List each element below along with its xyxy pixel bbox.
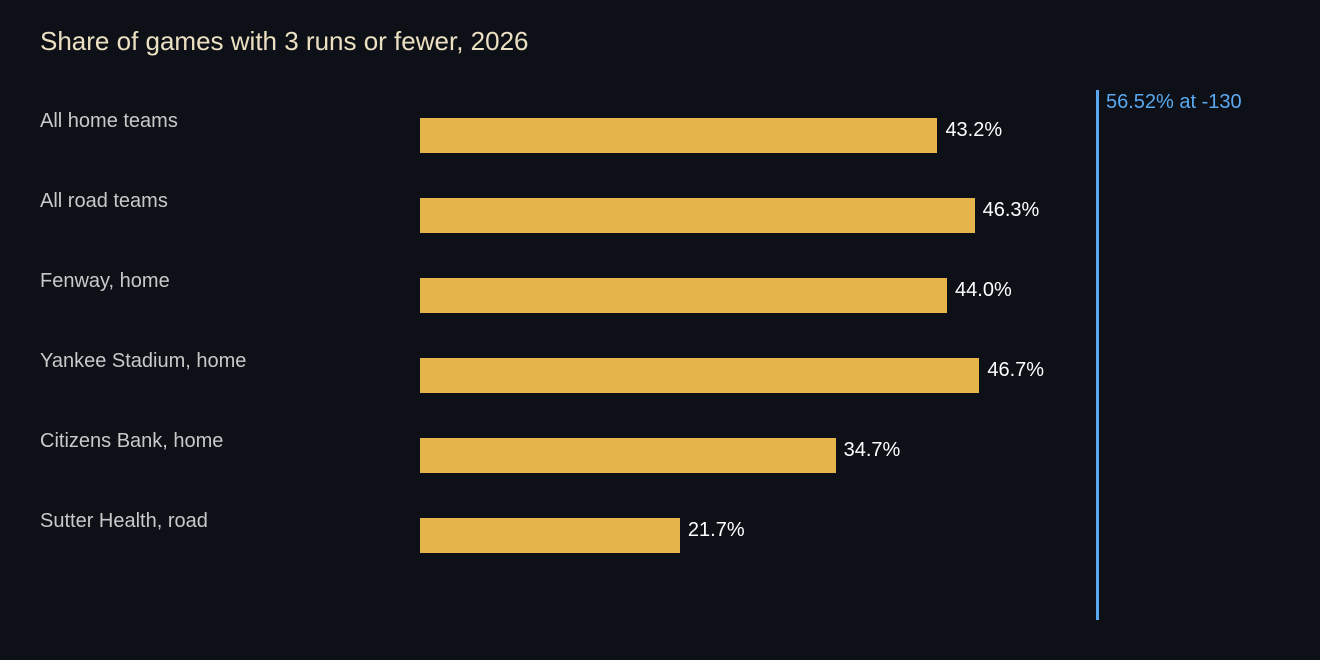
bar [420, 438, 836, 473]
bar [420, 358, 980, 393]
category-label: Sutter Health, road [40, 510, 208, 532]
bar [420, 118, 938, 153]
value-label: 46.3% [982, 199, 1040, 221]
category-label: Fenway, home [40, 270, 170, 292]
category-label: Citizens Bank, home [40, 430, 224, 452]
bar [420, 518, 680, 553]
bar [420, 198, 975, 233]
reference-line [1096, 90, 1099, 620]
value-label: 21.7% [687, 519, 745, 541]
value-label: 34.7% [843, 439, 901, 461]
bar [420, 278, 948, 313]
chart-title: Share of games with 3 runs or fewer, 202… [40, 26, 529, 56]
value-label: 44.0% [955, 279, 1012, 301]
reference-label: 56.52% at -130 [1106, 91, 1242, 113]
value-label: 43.2% [945, 119, 1003, 141]
value-label: 46.7% [987, 359, 1045, 381]
category-label: All home teams [40, 110, 178, 132]
category-label: All road teams [40, 190, 168, 212]
category-label: Yankee Stadium, home [40, 350, 247, 372]
